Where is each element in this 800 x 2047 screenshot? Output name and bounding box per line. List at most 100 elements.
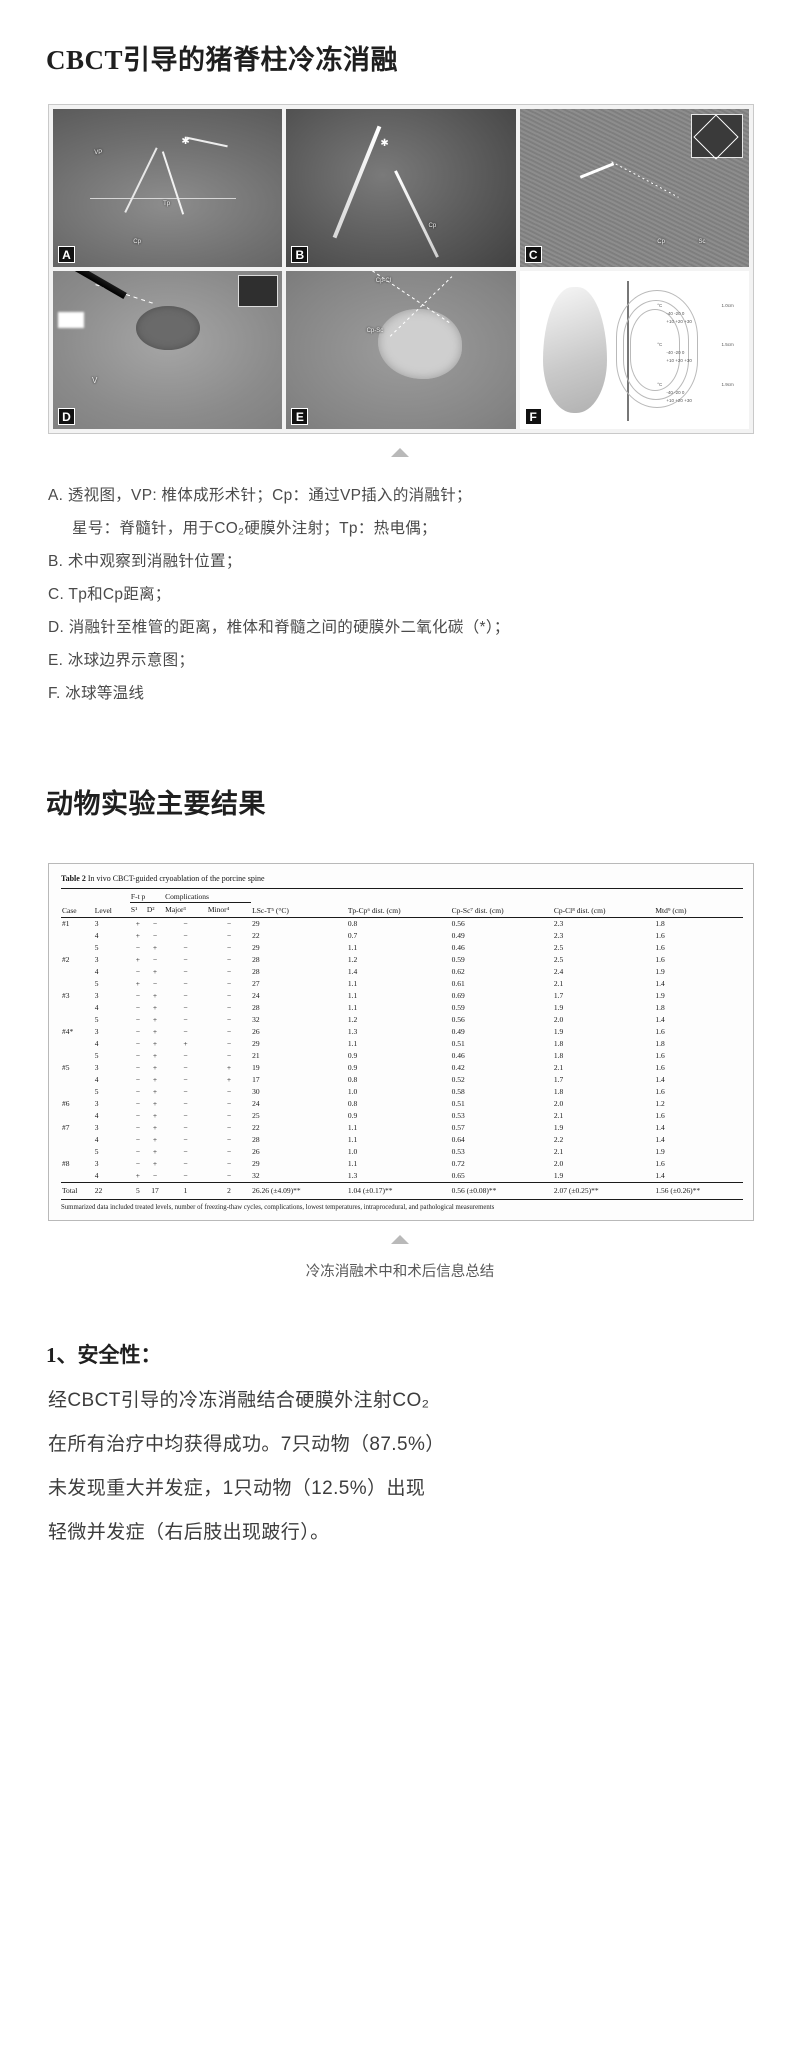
cell-cp-cl: 2.0 xyxy=(553,1159,564,1169)
cell-level: 5 xyxy=(94,979,99,989)
cell-cp-cl: 2.1 xyxy=(553,1111,564,1121)
total-cell-cp-cl: 2.07 (±0.25)** xyxy=(552,1181,655,1197)
cell-d: + xyxy=(152,1159,158,1169)
cell-s: + xyxy=(135,919,140,929)
cell-cp-cl: 1.7 xyxy=(553,1075,564,1085)
journal-table-2: Table 2 In vivo CBCT-guided cryoablation… xyxy=(48,862,754,1222)
table-row: 5 + − − − 27 1.1 0.61 2.1 1.4 xyxy=(61,978,743,990)
cell-case xyxy=(61,1134,94,1146)
col-header-cp-cl-dist: Cp-Cl⁸ dist. (cm) xyxy=(552,887,655,918)
asterisk-marker-icon: ✱ xyxy=(181,136,190,148)
cell-s: + xyxy=(135,955,140,965)
cell-d: − xyxy=(152,919,158,929)
table-total-row: Total 22 5 17 1 2 26.26 (±4.09)** 1.04 (±0.17)*… xyxy=(61,1181,743,1197)
cell-minor: − xyxy=(226,943,232,953)
cell-s: − xyxy=(135,1159,140,1169)
safety-paragraph: 经CBCT引导的冷冻消融结合硬膜外注射CO₂ 在所有治疗中均获得成功。7只动物（… xyxy=(0,1369,800,1555)
cell-tp-cp: 1.1 xyxy=(347,1159,358,1169)
cell-mtd: 1.6 xyxy=(655,931,665,941)
table-footnote: Summarized data included treated levels,… xyxy=(61,1199,743,1212)
annotation-cp: Cp xyxy=(657,238,665,245)
isotherm-curve-middle xyxy=(622,299,689,400)
table-row: 4 − + − − 25 0.9 0.53 2.1 1.6 xyxy=(61,1110,743,1122)
total-cell-d: 17 xyxy=(145,1181,165,1197)
cell-lsc-t: 28 xyxy=(252,1003,260,1013)
cell-lsc-t: 26 xyxy=(252,1027,260,1037)
cell-cp-cl: 2.1 xyxy=(553,979,564,989)
cell-minor: − xyxy=(226,1147,232,1157)
cell-cp-sc: 0.65 xyxy=(451,1171,465,1181)
cell-mtd: 1.6 xyxy=(655,943,665,953)
cell-cp-cl: 2.0 xyxy=(553,1099,564,1109)
panel-label-e: E xyxy=(291,408,309,426)
cell-lsc-t: 24 xyxy=(252,991,260,1001)
needle-icon xyxy=(580,162,615,180)
cell-d: + xyxy=(152,1123,158,1133)
cell-tp-cp: 1.1 xyxy=(347,1039,358,1049)
table-row: 5 − + − − 26 1.0 0.53 2.1 1.9 xyxy=(61,1146,743,1158)
iceball-3d-shape xyxy=(542,287,607,414)
cell-d: + xyxy=(152,1135,158,1145)
second-needle-icon xyxy=(393,170,439,259)
cell-level: 4 xyxy=(94,967,99,977)
cell-mtd: 1.6 xyxy=(655,1063,665,1073)
cell-tp-cp: 0.9 xyxy=(347,1111,358,1121)
results-table: Case Level F-t p Complications LSc-T⁵ (°… xyxy=(61,887,743,1197)
total-cell-case: Total xyxy=(61,1181,94,1197)
cell-cp-sc: 0.52 xyxy=(451,1075,465,1085)
safety-line-2: 在所有治疗中均获得成功。7只动物（87.5%） xyxy=(48,1434,445,1456)
cell-tp-cp: 0.9 xyxy=(347,1063,358,1073)
table-caption: Table 2 In vivo CBCT-guided cryoablation… xyxy=(61,874,743,883)
cell-tp-cp: 0.8 xyxy=(347,1075,358,1085)
cell-minor: − xyxy=(226,1111,232,1121)
cell-case xyxy=(61,1074,94,1086)
caption-line-b: B. 术中观察到消融针位置； xyxy=(48,553,242,571)
annotation-sc: Sc xyxy=(698,238,706,245)
cell-tp-cp: 0.9 xyxy=(347,1051,358,1061)
cell-mtd: 1.2 xyxy=(655,1099,665,1109)
vertebroplasty-needle-icon xyxy=(124,147,158,213)
isotherm-scale-3: 1.9cm xyxy=(721,381,734,387)
annotation-cp: Cp xyxy=(133,238,141,245)
cell-level: 5 xyxy=(94,1015,99,1025)
cryoprobe-icon xyxy=(73,271,128,299)
isotherm-scale-1: 1.0cm xyxy=(721,302,734,308)
cell-cp-sc: 0.62 xyxy=(451,967,465,977)
cell-cp-cl: 1.8 xyxy=(553,1087,564,1097)
cell-cp-sc: 0.56 xyxy=(451,919,465,929)
cell-cp-sc: 0.49 xyxy=(451,931,465,941)
cell-d: + xyxy=(152,991,158,1001)
cell-cp-sc: 0.64 xyxy=(451,1135,465,1145)
cell-cp-cl: 1.9 xyxy=(553,1027,564,1037)
cell-s: − xyxy=(135,1027,140,1037)
cell-minor: − xyxy=(226,931,232,941)
iceball-shape xyxy=(378,309,463,380)
cell-minor: − xyxy=(226,1039,232,1049)
annotation-cp-cl: Cp-Cl xyxy=(375,277,392,284)
cell-major: − xyxy=(183,931,188,941)
cell-lsc-t: 29 xyxy=(252,919,260,929)
cell-s: + xyxy=(135,979,140,989)
cell-minor: − xyxy=(226,1051,232,1061)
cell-level: 3 xyxy=(94,991,99,1001)
cell-cp-cl: 2.0 xyxy=(553,1015,564,1025)
cell-case xyxy=(61,1038,94,1050)
cell-tp-cp: 1.4 xyxy=(347,967,358,977)
table-row: 4 + − − − 32 1.3 0.65 1.9 1.4 xyxy=(61,1170,743,1183)
figure-panel-b-intraprocedural: ✱ Cp B xyxy=(286,109,516,268)
cell-lsc-t: 19 xyxy=(252,1063,260,1073)
cell-major: − xyxy=(183,1099,188,1109)
cell-d: + xyxy=(152,1063,158,1073)
table-row: 4 − + − − 28 1.4 0.62 2.4 1.9 xyxy=(61,966,743,978)
cell-tp-cp: 1.3 xyxy=(347,1027,358,1037)
cell-minor: − xyxy=(226,967,232,977)
cell-level: 3 xyxy=(94,1123,99,1133)
cell-major: − xyxy=(183,943,188,953)
cell-major: − xyxy=(183,1015,188,1025)
cell-tp-cp: 0.8 xyxy=(347,919,358,929)
cell-mtd: 1.9 xyxy=(655,967,665,977)
cell-case xyxy=(61,930,94,942)
cell-case xyxy=(61,978,94,990)
annotation-cp-sc: Cp-Sc xyxy=(366,328,384,335)
cell-case: #6 xyxy=(62,1099,70,1109)
